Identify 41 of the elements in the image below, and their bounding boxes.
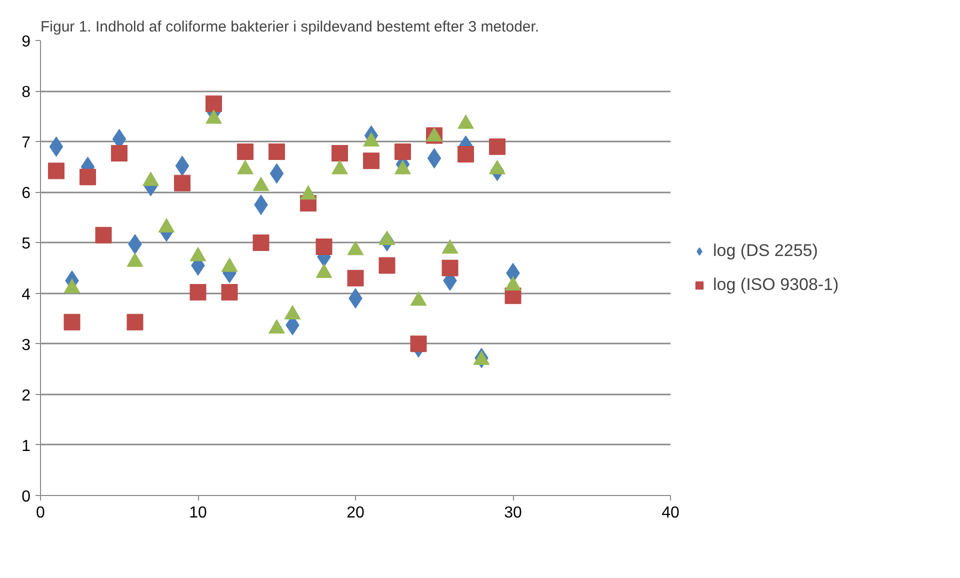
point	[394, 143, 411, 160]
point	[190, 284, 206, 301]
point	[80, 168, 96, 186]
legend-label: log (ISO 9308-1)	[713, 274, 839, 294]
y-tick-label: 3	[22, 336, 31, 354]
chart-title: Figur 1. Indhold af coliforme bakterier i spildevand bestemt efter 3 metoder.	[40, 18, 540, 36]
point	[126, 314, 144, 330]
x-tick-label: 40	[662, 504, 680, 522]
point	[237, 143, 254, 160]
point	[378, 257, 396, 274]
y-tick-label: 6	[22, 185, 31, 202]
y-tick-label: 7	[22, 134, 31, 152]
point	[206, 95, 222, 112]
point	[347, 270, 364, 286]
point	[174, 174, 190, 192]
x-tick-label: 0	[36, 504, 46, 522]
point	[442, 260, 458, 276]
point	[221, 284, 238, 301]
point	[95, 226, 112, 244]
point	[489, 138, 506, 155]
point	[111, 144, 128, 162]
point	[458, 146, 474, 162]
x-tick-label: 20	[346, 504, 364, 522]
point	[64, 314, 80, 330]
y-tick-label: 4	[22, 286, 31, 304]
y-tick-label: 5	[22, 236, 31, 253]
point	[332, 144, 348, 162]
y-tick-label: 1	[22, 438, 31, 455]
legend-label: log (DS 2255)	[713, 240, 818, 260]
point	[363, 152, 380, 170]
y-tick-label: 8	[22, 84, 31, 102]
y-tick-label: 0	[22, 488, 31, 506]
point	[252, 234, 270, 251]
x-tick-label: 30	[504, 504, 522, 522]
y-tick-label: 9	[22, 34, 31, 50]
point	[316, 238, 332, 256]
point	[48, 162, 64, 180]
point	[268, 143, 285, 160]
y-tick-label: 2	[22, 387, 31, 404]
point	[410, 336, 427, 352]
x-tick-label: 10	[189, 504, 207, 522]
